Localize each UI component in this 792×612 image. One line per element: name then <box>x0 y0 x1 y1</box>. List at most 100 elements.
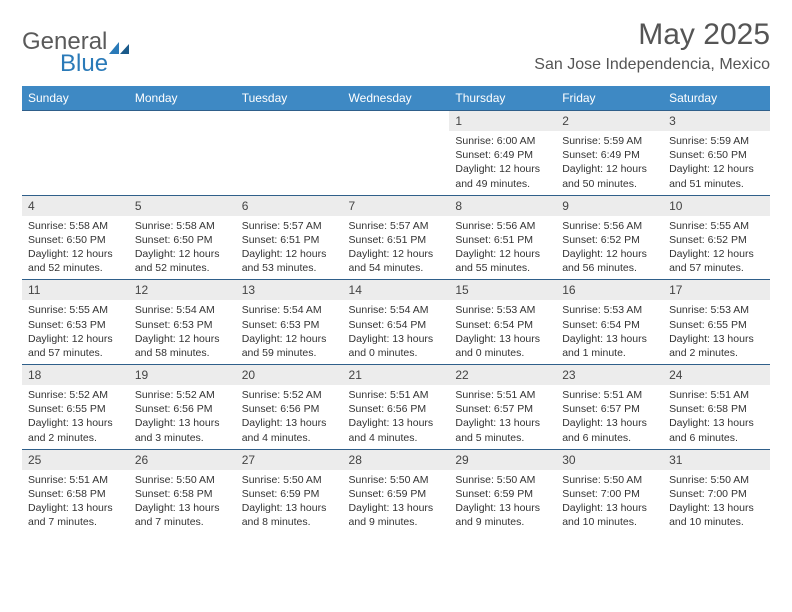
sunset-text: Sunset: 6:55 PM <box>669 318 764 332</box>
daylight-text: Daylight: 13 hours and 9 minutes. <box>349 501 444 529</box>
day-detail: Sunrise: 5:56 AMSunset: 6:51 PMDaylight:… <box>449 216 556 280</box>
sunset-text: Sunset: 6:49 PM <box>455 148 550 162</box>
day-cell <box>236 111 343 196</box>
daylight-text: Daylight: 12 hours and 52 minutes. <box>135 247 230 275</box>
title-block: May 2025 San Jose Independencia, Mexico <box>534 18 770 74</box>
day-detail: Sunrise: 5:50 AMSunset: 6:59 PMDaylight:… <box>449 470 556 534</box>
daylight-text: Daylight: 12 hours and 50 minutes. <box>562 162 657 190</box>
sunset-text: Sunset: 6:57 PM <box>455 402 550 416</box>
sunset-text: Sunset: 6:50 PM <box>135 233 230 247</box>
day-cell: 19Sunrise: 5:52 AMSunset: 6:56 PMDayligh… <box>129 365 236 450</box>
sunset-text: Sunset: 6:53 PM <box>242 318 337 332</box>
day-number: 30 <box>556 450 663 470</box>
day-cell: 24Sunrise: 5:51 AMSunset: 6:58 PMDayligh… <box>663 365 770 450</box>
sunrise-text: Sunrise: 5:52 AM <box>28 388 123 402</box>
day-detail: Sunrise: 5:53 AMSunset: 6:55 PMDaylight:… <box>663 300 770 364</box>
day-header-thursday: Thursday <box>449 86 556 111</box>
daylight-text: Daylight: 12 hours and 58 minutes. <box>135 332 230 360</box>
sunrise-text: Sunrise: 5:58 AM <box>28 219 123 233</box>
day-cell: 12Sunrise: 5:54 AMSunset: 6:53 PMDayligh… <box>129 280 236 365</box>
sunset-text: Sunset: 6:56 PM <box>349 402 444 416</box>
day-detail <box>129 117 236 124</box>
location-label: San Jose Independencia, Mexico <box>534 56 770 74</box>
day-number: 3 <box>663 111 770 131</box>
day-detail: Sunrise: 5:54 AMSunset: 6:53 PMDaylight:… <box>236 300 343 364</box>
day-cell: 21Sunrise: 5:51 AMSunset: 6:56 PMDayligh… <box>343 365 450 450</box>
week-daynum-row: 25Sunrise: 5:51 AMSunset: 6:58 PMDayligh… <box>22 449 770 533</box>
sunrise-text: Sunrise: 5:57 AM <box>349 219 444 233</box>
sunrise-text: Sunrise: 5:58 AM <box>135 219 230 233</box>
day-cell: 2Sunrise: 5:59 AMSunset: 6:49 PMDaylight… <box>556 111 663 196</box>
day-detail: Sunrise: 5:50 AMSunset: 6:59 PMDaylight:… <box>236 470 343 534</box>
day-number: 18 <box>22 365 129 385</box>
daylight-text: Daylight: 12 hours and 56 minutes. <box>562 247 657 275</box>
daylight-text: Daylight: 13 hours and 8 minutes. <box>242 501 337 529</box>
sunset-text: Sunset: 7:00 PM <box>669 487 764 501</box>
sunrise-text: Sunrise: 5:59 AM <box>562 134 657 148</box>
day-number: 5 <box>129 196 236 216</box>
day-cell: 20Sunrise: 5:52 AMSunset: 6:56 PMDayligh… <box>236 365 343 450</box>
daylight-text: Daylight: 13 hours and 2 minutes. <box>669 332 764 360</box>
day-detail: Sunrise: 5:50 AMSunset: 6:59 PMDaylight:… <box>343 470 450 534</box>
day-number: 27 <box>236 450 343 470</box>
day-cell: 15Sunrise: 5:53 AMSunset: 6:54 PMDayligh… <box>449 280 556 365</box>
day-detail: Sunrise: 5:51 AMSunset: 6:57 PMDaylight:… <box>449 385 556 449</box>
sunrise-text: Sunrise: 5:51 AM <box>562 388 657 402</box>
sunset-text: Sunset: 6:52 PM <box>562 233 657 247</box>
day-number: 22 <box>449 365 556 385</box>
day-detail: Sunrise: 6:00 AMSunset: 6:49 PMDaylight:… <box>449 131 556 195</box>
day-number: 16 <box>556 280 663 300</box>
day-number: 19 <box>129 365 236 385</box>
sunrise-text: Sunrise: 5:50 AM <box>562 473 657 487</box>
day-header-tuesday: Tuesday <box>236 86 343 111</box>
sunrise-text: Sunrise: 5:52 AM <box>242 388 337 402</box>
sunset-text: Sunset: 6:58 PM <box>135 487 230 501</box>
day-number: 24 <box>663 365 770 385</box>
sunset-text: Sunset: 6:50 PM <box>669 148 764 162</box>
day-number: 13 <box>236 280 343 300</box>
day-detail: Sunrise: 5:50 AMSunset: 6:58 PMDaylight:… <box>129 470 236 534</box>
daylight-text: Daylight: 13 hours and 5 minutes. <box>455 416 550 444</box>
day-number: 15 <box>449 280 556 300</box>
day-cell: 14Sunrise: 5:54 AMSunset: 6:54 PMDayligh… <box>343 280 450 365</box>
day-number: 9 <box>556 196 663 216</box>
daylight-text: Daylight: 12 hours and 52 minutes. <box>28 247 123 275</box>
day-number: 21 <box>343 365 450 385</box>
sunset-text: Sunset: 6:56 PM <box>242 402 337 416</box>
daylight-text: Daylight: 13 hours and 0 minutes. <box>455 332 550 360</box>
day-detail: Sunrise: 5:53 AMSunset: 6:54 PMDaylight:… <box>449 300 556 364</box>
daylight-text: Daylight: 13 hours and 4 minutes. <box>242 416 337 444</box>
day-detail: Sunrise: 5:58 AMSunset: 6:50 PMDaylight:… <box>129 216 236 280</box>
daylight-text: Daylight: 13 hours and 10 minutes. <box>562 501 657 529</box>
day-cell: 23Sunrise: 5:51 AMSunset: 6:57 PMDayligh… <box>556 365 663 450</box>
day-cell: 22Sunrise: 5:51 AMSunset: 6:57 PMDayligh… <box>449 365 556 450</box>
day-cell: 8Sunrise: 5:56 AMSunset: 6:51 PMDaylight… <box>449 195 556 280</box>
day-detail: Sunrise: 5:59 AMSunset: 6:50 PMDaylight:… <box>663 131 770 195</box>
day-header-friday: Friday <box>556 86 663 111</box>
day-cell: 6Sunrise: 5:57 AMSunset: 6:51 PMDaylight… <box>236 195 343 280</box>
logo: GeneralBlue <box>22 28 131 78</box>
day-cell: 26Sunrise: 5:50 AMSunset: 6:58 PMDayligh… <box>129 449 236 533</box>
month-title: May 2025 <box>534 18 770 52</box>
sunrise-text: Sunrise: 6:00 AM <box>455 134 550 148</box>
day-number: 14 <box>343 280 450 300</box>
sunset-text: Sunset: 6:55 PM <box>28 402 123 416</box>
day-number: 12 <box>129 280 236 300</box>
daylight-text: Daylight: 12 hours and 59 minutes. <box>242 332 337 360</box>
day-number: 23 <box>556 365 663 385</box>
sunrise-text: Sunrise: 5:54 AM <box>349 303 444 317</box>
week-daynum-row: 11Sunrise: 5:55 AMSunset: 6:53 PMDayligh… <box>22 280 770 365</box>
day-cell: 9Sunrise: 5:56 AMSunset: 6:52 PMDaylight… <box>556 195 663 280</box>
sunrise-text: Sunrise: 5:50 AM <box>349 473 444 487</box>
day-number: 25 <box>22 450 129 470</box>
day-detail: Sunrise: 5:57 AMSunset: 6:51 PMDaylight:… <box>343 216 450 280</box>
day-detail <box>22 117 129 124</box>
day-detail: Sunrise: 5:50 AMSunset: 7:00 PMDaylight:… <box>663 470 770 534</box>
day-number: 4 <box>22 196 129 216</box>
day-number: 1 <box>449 111 556 131</box>
sunrise-text: Sunrise: 5:51 AM <box>455 388 550 402</box>
sunset-text: Sunset: 6:59 PM <box>242 487 337 501</box>
daylight-text: Daylight: 12 hours and 53 minutes. <box>242 247 337 275</box>
daylight-text: Daylight: 13 hours and 1 minute. <box>562 332 657 360</box>
sunset-text: Sunset: 6:59 PM <box>349 487 444 501</box>
